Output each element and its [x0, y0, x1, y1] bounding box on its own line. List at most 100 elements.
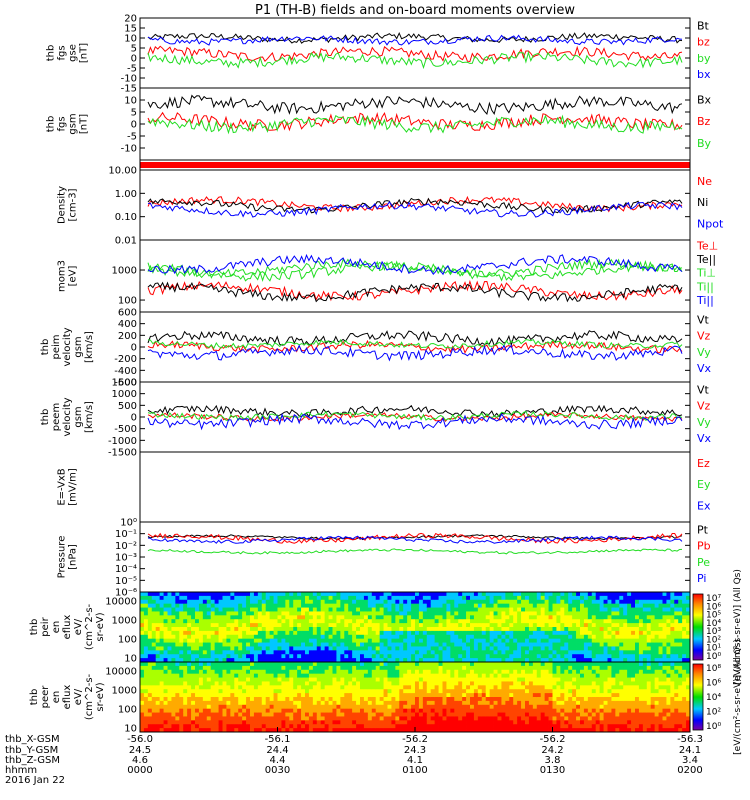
heatmap-cell: [147, 592, 153, 597]
heatmap-cell: [332, 662, 337, 667]
heatmap-cell: [477, 607, 483, 612]
heatmap-cell: [513, 611, 518, 616]
heatmap-cell: [281, 627, 286, 632]
heatmap-cell: [595, 689, 601, 694]
heatmap-cell: [446, 619, 451, 624]
heatmap-cell: [493, 728, 498, 733]
heatmap-cell: [297, 638, 302, 643]
heatmap-cell: [140, 708, 145, 713]
heatmap-cell: [238, 650, 243, 655]
heatmap-cell: [513, 677, 518, 682]
heatmap-cell: [371, 716, 377, 721]
heatmap-cell: [466, 634, 471, 640]
heatmap-cell: [230, 720, 235, 725]
heatmap-cell: [171, 607, 176, 612]
heatmap-cell: [544, 607, 549, 612]
heatmap-cell: [481, 716, 487, 721]
heatmap-cell: [277, 669, 282, 675]
heatmap-cell: [485, 669, 491, 675]
heatmap-cell: [301, 685, 306, 690]
heatmap-cell: [356, 611, 361, 616]
heatmap-cell: [305, 724, 310, 729]
heatmap-cell: [328, 673, 333, 678]
heatmap-cell: [564, 642, 569, 647]
heatmap-cell: [226, 603, 231, 608]
heatmap-cell: [163, 720, 168, 725]
heatmap-cell: [167, 693, 172, 698]
heatmap-cell: [297, 712, 302, 717]
heatmap-cell: [509, 669, 514, 675]
heatmap-cell: [521, 677, 526, 682]
heatmap-cell: [336, 700, 341, 706]
heatmap-cell: [210, 720, 216, 725]
heatmap-cell: [332, 673, 337, 678]
heatmap-cell: [470, 716, 475, 721]
heatmap-cell: [399, 611, 404, 616]
heatmap-cell: [407, 677, 412, 682]
heatmap-cell: [320, 658, 326, 663]
heatmap-cell: [167, 638, 172, 643]
heatmap-cell: [619, 595, 624, 601]
heatmap-cell: [442, 634, 447, 640]
heatmap-cell: [218, 619, 223, 624]
heatmap-cell: [430, 662, 436, 667]
heatmap-cell: [379, 685, 384, 690]
heatmap-cell: [650, 630, 656, 636]
heatmap-cell: [505, 669, 510, 675]
heatmap-cell: [147, 720, 153, 725]
heatmap-cell: [481, 595, 487, 601]
heatmap-cell: [183, 662, 188, 667]
heatmap-cell: [308, 595, 314, 601]
heatmap-cell: [273, 720, 278, 725]
heatmap-cell: [222, 630, 227, 636]
heatmap-cell: [580, 607, 585, 612]
heatmap-cell: [269, 650, 274, 655]
heatmap-cell: [375, 689, 381, 694]
panel-peer-ylabel: (cm^2-s-: [84, 673, 95, 720]
heatmap-cell: [532, 607, 538, 612]
heatmap-cell: [140, 634, 145, 640]
heatmap-cell: [489, 685, 494, 690]
heatmap-cell: [654, 595, 659, 601]
heatmap-cell: [591, 642, 597, 647]
heatmap-cell: [403, 685, 408, 690]
heatmap-cell: [493, 654, 498, 659]
heatmap-cell: [564, 619, 569, 624]
heatmap-cell: [159, 669, 164, 675]
heatmap-cell: [638, 650, 644, 655]
heatmap-cell: [143, 627, 149, 632]
heatmap-cell: [222, 607, 227, 612]
heatmap-cell: [548, 595, 553, 601]
heatmap-cell: [470, 627, 475, 632]
heatmap-cell: [269, 634, 274, 640]
heatmap-cell: [458, 638, 463, 643]
series-line-Vt: [147, 330, 683, 347]
heatmap-cell: [650, 611, 656, 616]
heatmap-cell: [462, 592, 467, 597]
heatmap-cell: [568, 728, 573, 733]
heatmap-cell: [195, 673, 200, 678]
heatmap-cell: [140, 669, 145, 675]
heatmap-cell: [320, 623, 326, 628]
heatmap-cell: [379, 634, 384, 640]
heatmap-cell: [379, 712, 384, 717]
series-line-Vy: [147, 410, 683, 422]
heatmap-cell: [466, 677, 471, 682]
heatmap-cell: [230, 630, 235, 636]
heatmap-cell: [140, 704, 145, 710]
heatmap-cell: [218, 654, 223, 659]
heatmap-cell: [407, 728, 412, 733]
heatmap-cell: [387, 603, 392, 608]
heatmap-cell: [379, 627, 384, 632]
heatmap-cell: [509, 599, 514, 605]
heatmap-cell: [426, 599, 432, 605]
heatmap-cell: [206, 716, 212, 721]
heatmap-cell: [328, 592, 333, 597]
heatmap-cell: [587, 700, 593, 706]
heatmap-cell: [257, 630, 263, 636]
heatmap-cell: [297, 665, 302, 671]
heatmap-cell: [265, 712, 271, 717]
heatmap-cell: [273, 712, 278, 717]
heatmap-cell: [505, 697, 510, 702]
heatmap-cell: [560, 654, 565, 659]
